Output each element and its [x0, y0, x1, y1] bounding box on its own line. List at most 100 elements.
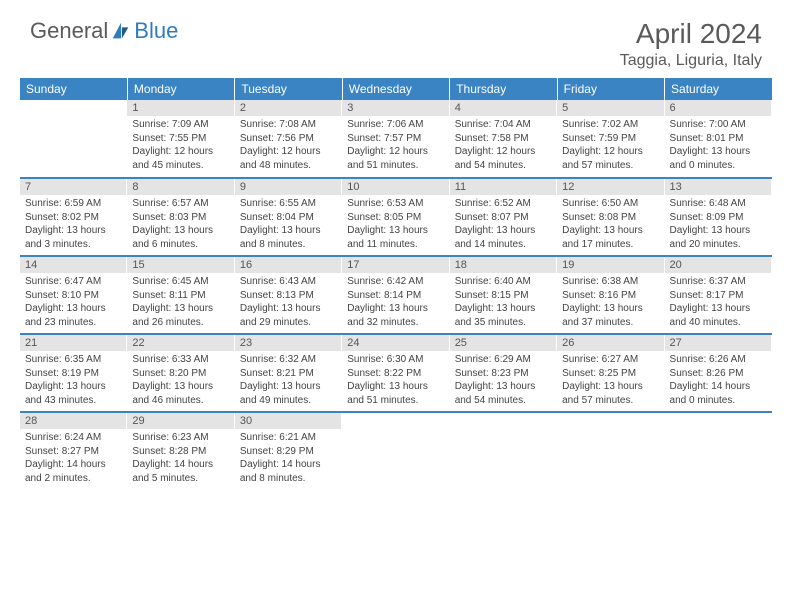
calendar-day-cell: 24Sunrise: 6:30 AMSunset: 8:22 PMDayligh…	[342, 334, 449, 412]
sunset-text: Sunset: 7:57 PM	[347, 132, 444, 146]
day-number: 1	[127, 100, 233, 116]
daylight-text-1: Daylight: 14 hours	[670, 380, 767, 394]
daylight-text-2: and 45 minutes.	[132, 159, 229, 173]
day-number: 3	[342, 100, 448, 116]
daylight-text-1: Daylight: 13 hours	[240, 380, 337, 394]
calendar-day-cell: 3Sunrise: 7:06 AMSunset: 7:57 PMDaylight…	[342, 100, 449, 178]
day-number: 27	[665, 335, 771, 351]
day-details: Sunrise: 7:06 AMSunset: 7:57 PMDaylight:…	[342, 116, 449, 176]
sunset-text: Sunset: 8:02 PM	[25, 211, 122, 225]
sunset-text: Sunset: 8:22 PM	[347, 367, 444, 381]
day-number	[665, 413, 771, 429]
calendar-day-cell	[557, 412, 664, 490]
daylight-text-1: Daylight: 13 hours	[455, 302, 552, 316]
calendar-day-cell: 5Sunrise: 7:02 AMSunset: 7:59 PMDaylight…	[557, 100, 664, 178]
sunrise-text: Sunrise: 6:26 AM	[670, 353, 767, 367]
daylight-text-2: and 48 minutes.	[240, 159, 337, 173]
sunrise-text: Sunrise: 6:55 AM	[240, 197, 337, 211]
daylight-text-2: and 0 minutes.	[670, 159, 767, 173]
daylight-text-1: Daylight: 14 hours	[25, 458, 122, 472]
calendar-day-cell	[665, 412, 772, 490]
sunset-text: Sunset: 8:10 PM	[25, 289, 122, 303]
day-number	[557, 413, 663, 429]
day-number: 23	[235, 335, 341, 351]
day-number: 9	[235, 179, 341, 195]
location-label: Taggia, Liguria, Italy	[620, 52, 762, 70]
calendar-day-cell: 22Sunrise: 6:33 AMSunset: 8:20 PMDayligh…	[127, 334, 234, 412]
sunrise-text: Sunrise: 6:50 AM	[562, 197, 659, 211]
calendar-body: 1Sunrise: 7:09 AMSunset: 7:55 PMDaylight…	[20, 100, 772, 490]
daylight-text-1: Daylight: 14 hours	[132, 458, 229, 472]
daylight-text-2: and 43 minutes.	[25, 394, 122, 408]
sunset-text: Sunset: 8:11 PM	[132, 289, 229, 303]
day-number: 7	[20, 179, 126, 195]
day-number: 12	[557, 179, 663, 195]
daylight-text-2: and 29 minutes.	[240, 316, 337, 330]
sunrise-text: Sunrise: 6:27 AM	[562, 353, 659, 367]
day-number: 11	[450, 179, 556, 195]
sunset-text: Sunset: 7:56 PM	[240, 132, 337, 146]
sunrise-text: Sunrise: 7:02 AM	[562, 118, 659, 132]
sunrise-text: Sunrise: 6:33 AM	[132, 353, 229, 367]
sunrise-text: Sunrise: 7:09 AM	[132, 118, 229, 132]
calendar-day-cell: 23Sunrise: 6:32 AMSunset: 8:21 PMDayligh…	[235, 334, 342, 412]
daylight-text-2: and 57 minutes.	[562, 159, 659, 173]
daylight-text-1: Daylight: 13 hours	[455, 380, 552, 394]
calendar-week-row: 21Sunrise: 6:35 AMSunset: 8:19 PMDayligh…	[20, 334, 772, 412]
sunrise-text: Sunrise: 6:29 AM	[455, 353, 552, 367]
sunrise-text: Sunrise: 6:43 AM	[240, 275, 337, 289]
calendar-day-cell: 26Sunrise: 6:27 AMSunset: 8:25 PMDayligh…	[557, 334, 664, 412]
daylight-text-2: and 46 minutes.	[132, 394, 229, 408]
daylight-text-1: Daylight: 13 hours	[562, 302, 659, 316]
day-details: Sunrise: 6:45 AMSunset: 8:11 PMDaylight:…	[127, 273, 234, 333]
daylight-text-1: Daylight: 13 hours	[347, 302, 444, 316]
day-number: 8	[127, 179, 233, 195]
sunrise-text: Sunrise: 6:32 AM	[240, 353, 337, 367]
daylight-text-1: Daylight: 13 hours	[670, 145, 767, 159]
day-number	[450, 413, 556, 429]
day-number: 25	[450, 335, 556, 351]
calendar-day-cell: 15Sunrise: 6:45 AMSunset: 8:11 PMDayligh…	[127, 256, 234, 334]
daylight-text-1: Daylight: 13 hours	[25, 302, 122, 316]
title-block: April 2024 Taggia, Liguria, Italy	[620, 18, 762, 70]
day-number	[342, 413, 448, 429]
day-number: 17	[342, 257, 448, 273]
day-number: 18	[450, 257, 556, 273]
calendar-day-cell: 7Sunrise: 6:59 AMSunset: 8:02 PMDaylight…	[20, 178, 127, 256]
calendar-day-cell: 14Sunrise: 6:47 AMSunset: 8:10 PMDayligh…	[20, 256, 127, 334]
daylight-text-2: and 37 minutes.	[562, 316, 659, 330]
sunset-text: Sunset: 8:25 PM	[562, 367, 659, 381]
calendar-week-row: 1Sunrise: 7:09 AMSunset: 7:55 PMDaylight…	[20, 100, 772, 178]
sunset-text: Sunset: 8:13 PM	[240, 289, 337, 303]
day-number: 26	[557, 335, 663, 351]
daylight-text-2: and 32 minutes.	[347, 316, 444, 330]
day-details: Sunrise: 6:33 AMSunset: 8:20 PMDaylight:…	[127, 351, 234, 411]
daylight-text-1: Daylight: 13 hours	[132, 380, 229, 394]
calendar-day-cell: 8Sunrise: 6:57 AMSunset: 8:03 PMDaylight…	[127, 178, 234, 256]
weekday-header: Friday	[557, 78, 664, 100]
calendar-day-cell	[342, 412, 449, 490]
daylight-text-1: Daylight: 13 hours	[25, 224, 122, 238]
sunrise-text: Sunrise: 7:08 AM	[240, 118, 337, 132]
daylight-text-2: and 51 minutes.	[347, 159, 444, 173]
weekday-header: Monday	[127, 78, 234, 100]
daylight-text-2: and 11 minutes.	[347, 238, 444, 252]
weekday-header-row: SundayMondayTuesdayWednesdayThursdayFrid…	[20, 78, 772, 100]
sail-icon	[110, 20, 132, 42]
daylight-text-1: Daylight: 13 hours	[132, 224, 229, 238]
weekday-header: Sunday	[20, 78, 127, 100]
brand-part2: Blue	[134, 18, 178, 44]
daylight-text-1: Daylight: 13 hours	[25, 380, 122, 394]
daylight-text-2: and 26 minutes.	[132, 316, 229, 330]
daylight-text-2: and 5 minutes.	[132, 472, 229, 486]
daylight-text-1: Daylight: 12 hours	[347, 145, 444, 159]
day-number: 2	[235, 100, 341, 116]
calendar-day-cell: 21Sunrise: 6:35 AMSunset: 8:19 PMDayligh…	[20, 334, 127, 412]
daylight-text-1: Daylight: 13 hours	[455, 224, 552, 238]
daylight-text-1: Daylight: 13 hours	[240, 302, 337, 316]
sunrise-text: Sunrise: 7:06 AM	[347, 118, 444, 132]
day-details: Sunrise: 6:32 AMSunset: 8:21 PMDaylight:…	[235, 351, 342, 411]
day-details: Sunrise: 6:50 AMSunset: 8:08 PMDaylight:…	[557, 195, 664, 255]
day-details: Sunrise: 7:04 AMSunset: 7:58 PMDaylight:…	[450, 116, 557, 176]
daylight-text-2: and 14 minutes.	[455, 238, 552, 252]
